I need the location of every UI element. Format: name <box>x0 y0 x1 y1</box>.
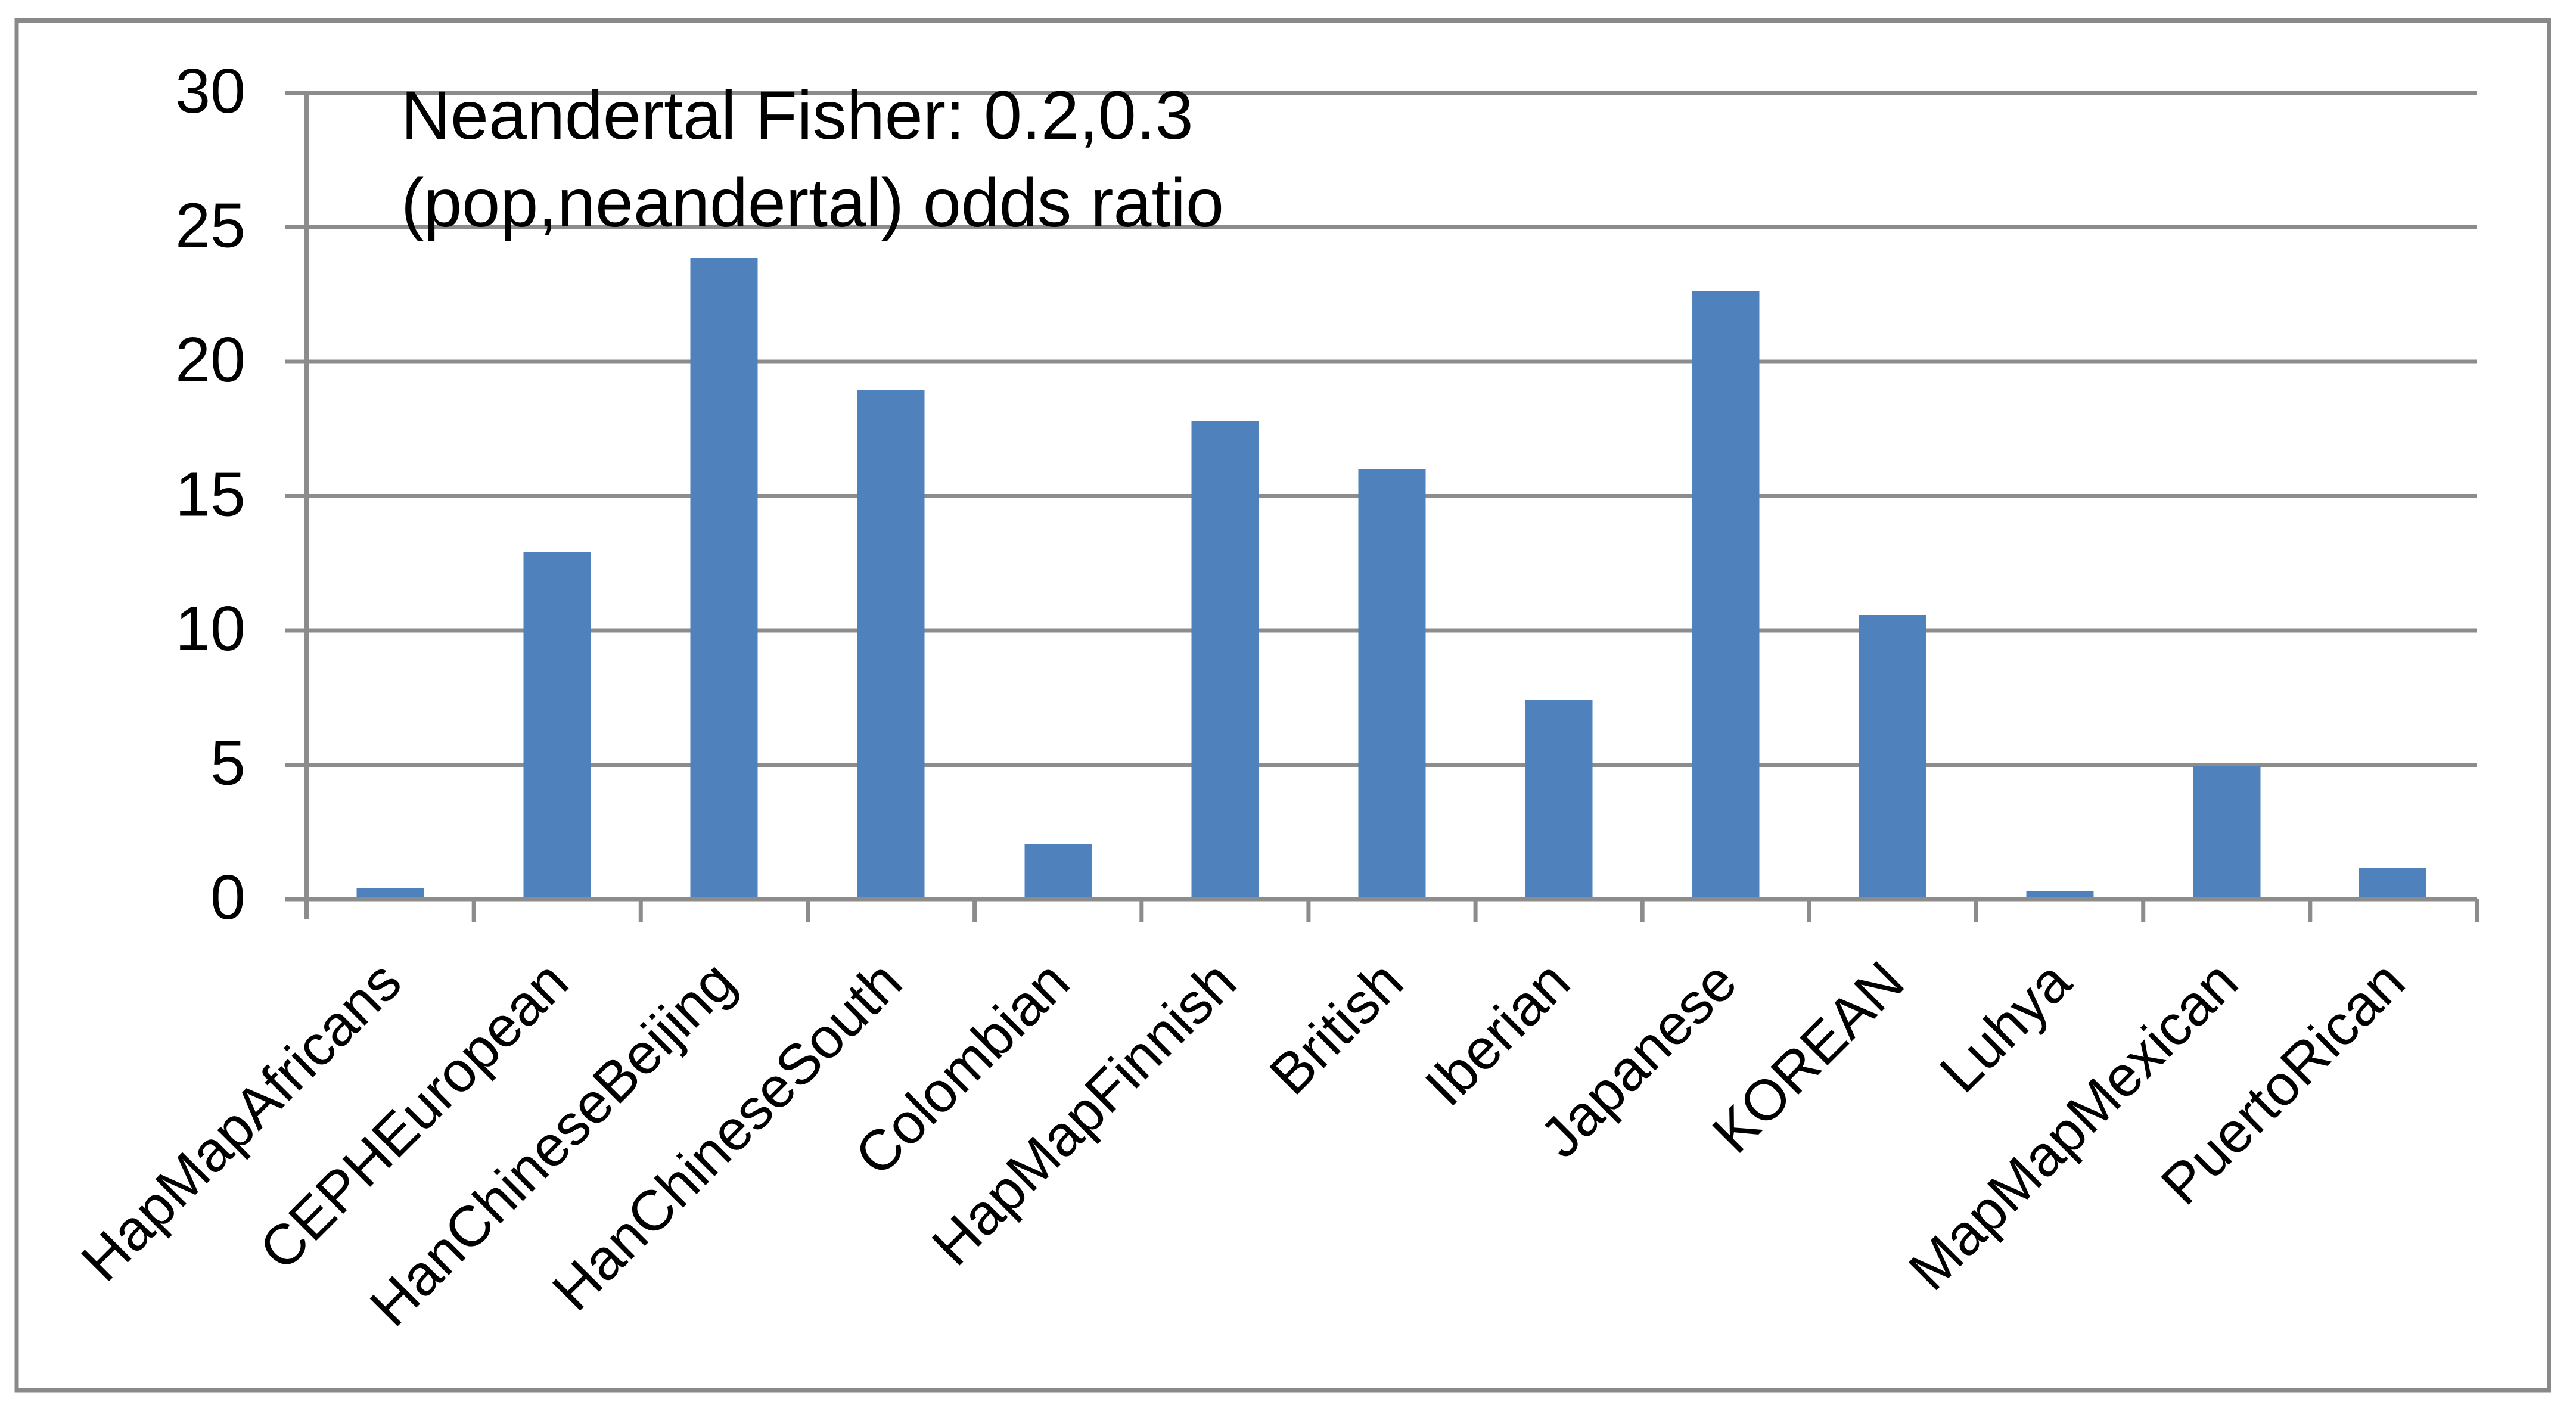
svg-text:0: 0 <box>210 862 246 933</box>
svg-text:Neandertal Fisher: 0.2,0.3: Neandertal Fisher: 0.2,0.3 <box>401 77 1194 154</box>
svg-text:25: 25 <box>175 191 246 261</box>
svg-text:30: 30 <box>175 56 246 126</box>
svg-text:15: 15 <box>175 459 246 530</box>
svg-text:10: 10 <box>175 593 246 664</box>
svg-text:20: 20 <box>175 325 246 395</box>
svg-text:5: 5 <box>210 728 246 798</box>
svg-text:(pop,neandertal) odds ratio: (pop,neandertal) odds ratio <box>401 165 1224 241</box>
